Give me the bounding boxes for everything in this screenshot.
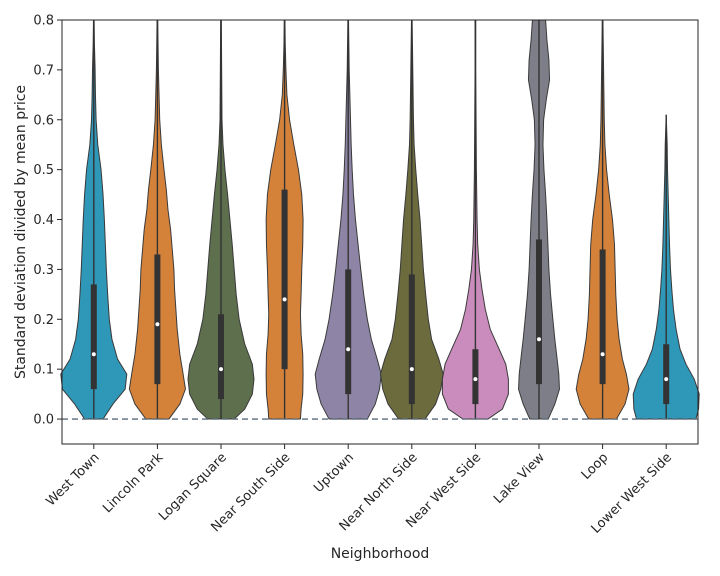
y-tick-label: 0.6 [33,113,54,128]
x-tick-label: West Town [43,450,102,509]
y-tick-label: 0.3 [33,263,54,278]
violin-group [518,19,560,420]
y-tick-label: 0.1 [33,363,54,378]
y-tick-label: 0.2 [33,313,54,328]
y-tick-label: 0.7 [33,63,54,78]
violin-group [575,19,630,420]
plot-frame [61,19,699,445]
violin-median-dot [91,352,96,357]
violin-iqr-box [281,189,288,370]
x-tick-label: Lake View [491,450,548,507]
x-tick-label: Lincoln Park [100,450,166,516]
violin-group [632,114,700,420]
y-axis-label: Standard deviation divided by mean price [13,85,29,379]
violin-median-dot [537,337,541,342]
violins-layer [60,19,700,420]
violin-iqr-box [154,254,161,385]
y-tick-label: 0.8 [33,14,54,29]
violin-median-dot [155,322,160,327]
violin-group [60,19,128,420]
violin-group [379,19,444,420]
violin-group [128,19,186,420]
violin-median-dot [600,352,605,357]
violin-group [187,19,255,420]
y-tick-label: 0.5 [33,163,54,178]
y-tick-label: 0.0 [33,413,54,428]
violin-median-dot [219,367,223,372]
violin-median-dot [282,297,287,302]
violin-iqr-box [90,284,97,390]
violin-iqr-box [599,249,606,385]
violin-group [265,19,304,420]
x-tick-label: Loop [579,450,612,483]
y-tick-label: 0.4 [33,213,54,228]
violin-iqr-box [218,314,224,400]
y-axis: 0.0 0.1 0.2 0.3 0.4 0.5 0.6 0.7 0.8 [33,14,62,428]
violin-median-dot [346,347,351,352]
violin-iqr-box [408,274,415,405]
violin-iqr-box [663,344,670,405]
violin-iqr-box [536,239,542,385]
violin-median-dot [473,377,478,382]
violin-group [441,19,509,420]
violin-iqr-box [345,269,352,395]
x-axis-label: Neighborhood [331,546,430,562]
x-tick-label: Uptown [311,450,357,496]
violin-iqr-box [472,349,479,405]
violin-median-dot [409,367,414,372]
violin-group [314,19,382,420]
violin-median-dot [664,377,669,382]
